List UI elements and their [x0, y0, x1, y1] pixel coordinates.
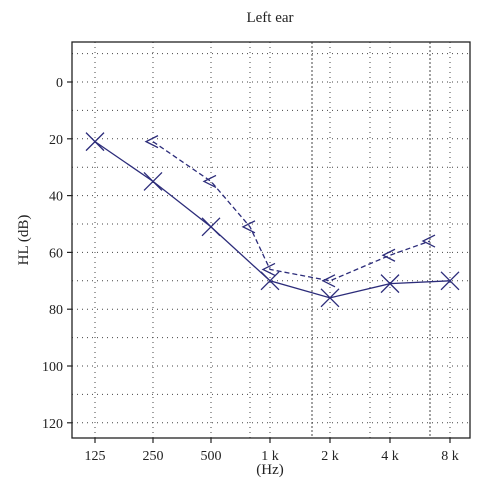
series-1-point-6: [421, 234, 436, 248]
y-tick-label-0: 0: [56, 76, 63, 91]
series-group: [85, 132, 460, 308]
series-1-point-5: [381, 248, 396, 262]
y-tick-label-20: 20: [49, 133, 63, 148]
y-tick-label-100: 100: [42, 360, 63, 375]
series-0-point-6: [440, 271, 460, 291]
series-1-line: [152, 141, 431, 282]
x-tick-label-4: 2 k: [321, 449, 339, 464]
series-0-point-2: [201, 217, 221, 237]
x-tick-label-1: 250: [143, 449, 164, 464]
x-tick-labels: 125 250 500 1 k 2 k 4 k 8 k: [85, 438, 459, 464]
y-tick-labels: 0 20 40 60 80 100 120: [42, 76, 72, 432]
x-tick-label-5: 4 k: [381, 449, 399, 464]
series-0-point-4: [320, 288, 340, 308]
x-tick-label-2: 500: [201, 449, 222, 464]
x-axis-label: (Hz): [256, 462, 283, 478]
series-1-point-1: [202, 174, 217, 188]
series-1-point-4: [321, 274, 336, 288]
plot-frame: [71, 41, 471, 439]
y-tick-label-40: 40: [49, 190, 63, 205]
series-0-point-3: [260, 271, 280, 291]
x-tick-label-0: 125: [85, 449, 106, 464]
series-0-point-1: [143, 171, 163, 191]
y-tick-label-120: 120: [42, 417, 63, 432]
x-tick-label-6: 8 k: [441, 449, 459, 464]
series-1-point-0: [144, 135, 159, 149]
y-axis-label: HL (dB): [16, 215, 32, 266]
series-0-point-0: [85, 132, 105, 152]
series-1-point-2: [241, 220, 256, 234]
y-tick-label-60: 60: [49, 246, 63, 261]
y-tick-label-80: 80: [49, 303, 63, 318]
series-1-point-3: [261, 262, 276, 277]
grid: [72, 42, 470, 438]
chart-title: Left ear: [246, 10, 293, 26]
x-tick-label-3: 1 k: [261, 449, 279, 464]
series-0-point-5: [380, 274, 400, 294]
